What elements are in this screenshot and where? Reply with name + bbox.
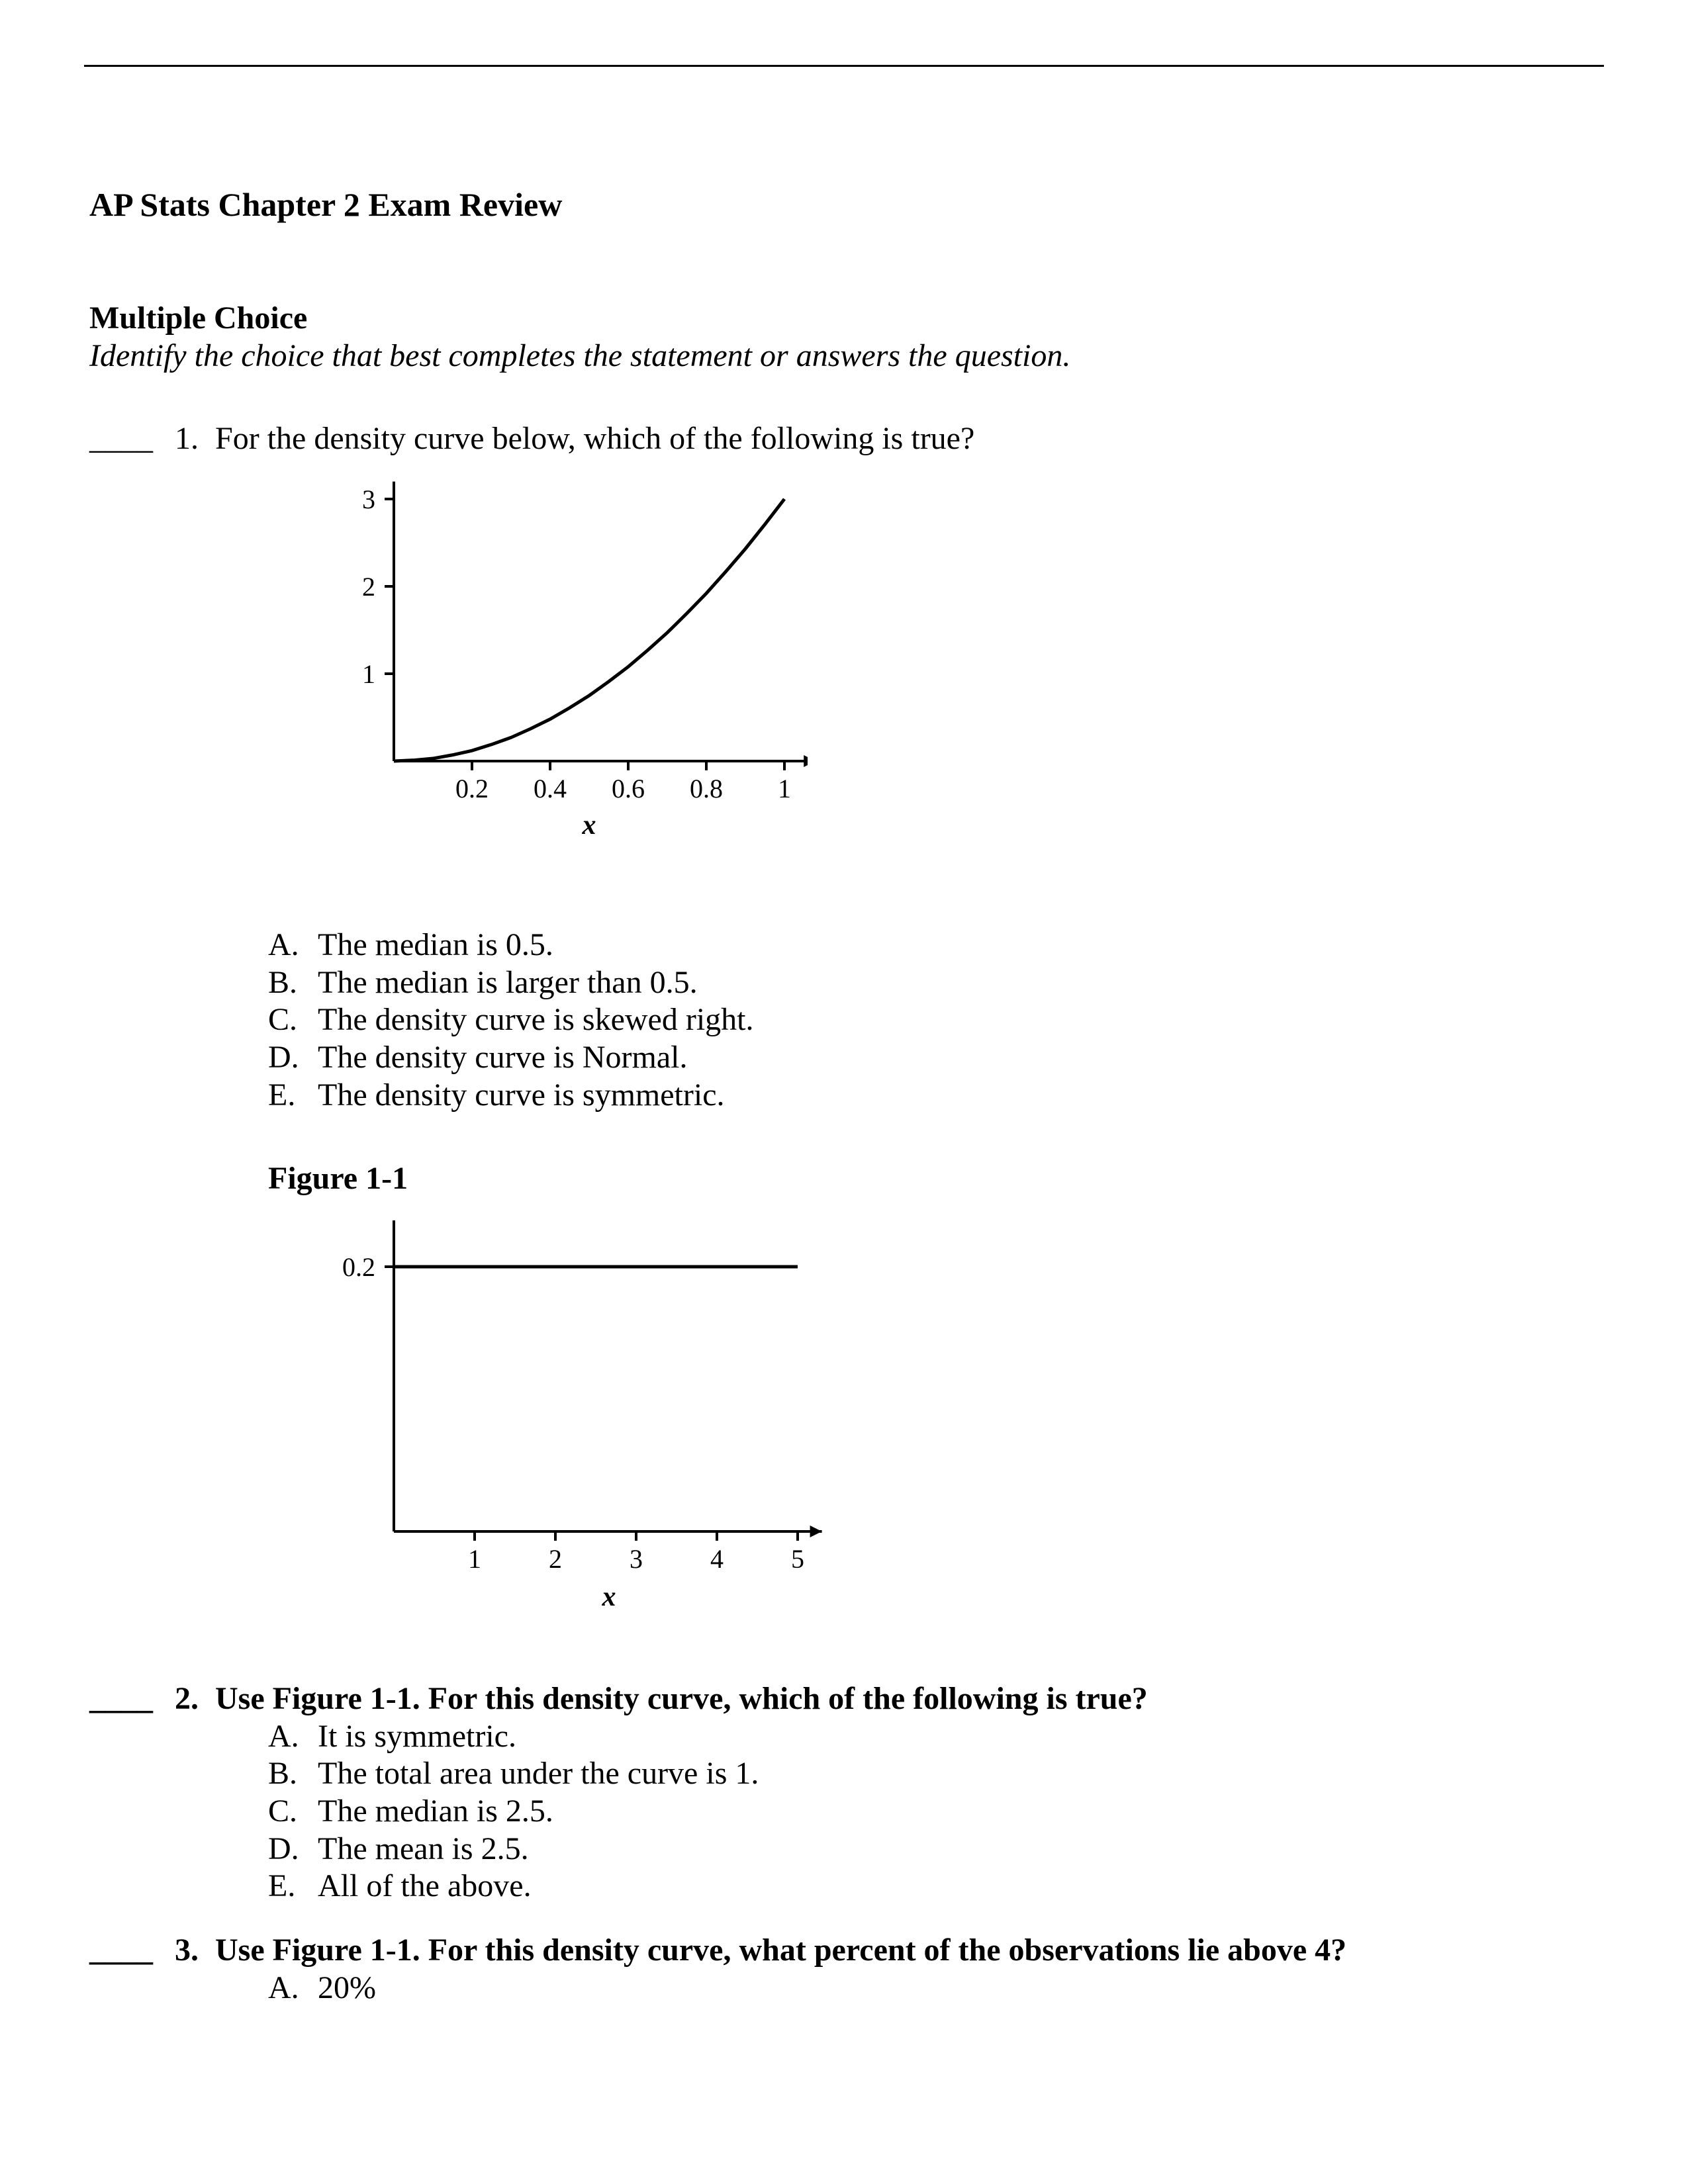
question-number: 2. (152, 1680, 215, 1905)
svg-text:0.4: 0.4 (534, 774, 567, 803)
svg-text:0.2: 0.2 (455, 774, 489, 803)
page-content: AP Stats Chapter 2 Exam Review Multiple … (89, 185, 1599, 2044)
svg-text:0.2: 0.2 (342, 1252, 375, 1282)
svg-text:1: 1 (468, 1544, 481, 1574)
question-body: For the density curve below, which of th… (215, 420, 1599, 1631)
options-list: A.20% (268, 1970, 1599, 2007)
section-instructions: Identify the choice that best completes … (89, 338, 1599, 374)
option-c: C.The median is 2.5. (268, 1793, 1599, 1831)
options-list: A.It is symmetric. B.The total area unde… (268, 1718, 1599, 1905)
svg-text:2: 2 (549, 1544, 562, 1574)
option-e: E.All of the above. (268, 1868, 1599, 1905)
svg-text:x: x (582, 810, 596, 841)
option-d: D.The mean is 2.5. (268, 1831, 1599, 1868)
svg-text:4: 4 (710, 1544, 724, 1574)
question-body: Use Figure 1-1. For this density curve, … (215, 1680, 1599, 1905)
answer-blank: ____ (89, 1680, 152, 1905)
question-text: For the density curve below, which of th… (215, 420, 1599, 457)
option-b: B.The total area under the curve is 1. (268, 1755, 1599, 1793)
svg-text:3: 3 (362, 484, 375, 514)
option-a: A.20% (268, 1970, 1599, 2007)
question-body: Use Figure 1-1. For this density curve, … (215, 1932, 1599, 2007)
figure-label: Figure 1-1 (268, 1160, 1599, 1197)
answer-blank: ____ (89, 1932, 152, 2007)
svg-text:x: x (602, 1582, 616, 1612)
question-text: Use Figure 1-1. For this density curve, … (215, 1680, 1599, 1717)
answer-blank: ____ (89, 420, 152, 1631)
option-b: B.The median is larger than 0.5. (268, 964, 1599, 1002)
option-a: A.The median is 0.5. (268, 927, 1599, 964)
options-list: A.The median is 0.5. B.The median is lar… (268, 927, 1599, 1114)
density-curve-chart-2: 1 2 3 4 5 0.2 x (255, 1220, 831, 1631)
option-e: E.The density curve is symmetric. (268, 1077, 1599, 1115)
top-rule (84, 65, 1604, 67)
density-curve-chart-1: 0.2 0.4 0.6 0.8 1 1 2 3 x (225, 470, 808, 854)
svg-text:5: 5 (791, 1544, 804, 1574)
question-1: ____ 1. For the density curve below, whi… (89, 420, 1599, 1631)
svg-text:3: 3 (630, 1544, 643, 1574)
option-c: C.The density curve is skewed right. (268, 1001, 1599, 1039)
page-title: AP Stats Chapter 2 Exam Review (89, 185, 1599, 224)
svg-text:1: 1 (778, 774, 791, 803)
svg-text:1: 1 (362, 659, 375, 689)
svg-text:0.8: 0.8 (690, 774, 723, 803)
option-d: D.The density curve is Normal. (268, 1039, 1599, 1077)
question-number: 1. (152, 420, 215, 1631)
question-number: 3. (152, 1932, 215, 2007)
question-3: ____ 3. Use Figure 1-1. For this density… (89, 1932, 1599, 2007)
question-2: ____ 2. Use Figure 1-1. For this density… (89, 1680, 1599, 1905)
svg-text:2: 2 (362, 572, 375, 602)
svg-text:0.6: 0.6 (612, 774, 645, 803)
option-a: A.It is symmetric. (268, 1718, 1599, 1756)
section-heading: Multiple Choice (89, 300, 1599, 336)
question-text: Use Figure 1-1. For this density curve, … (215, 1932, 1599, 1968)
